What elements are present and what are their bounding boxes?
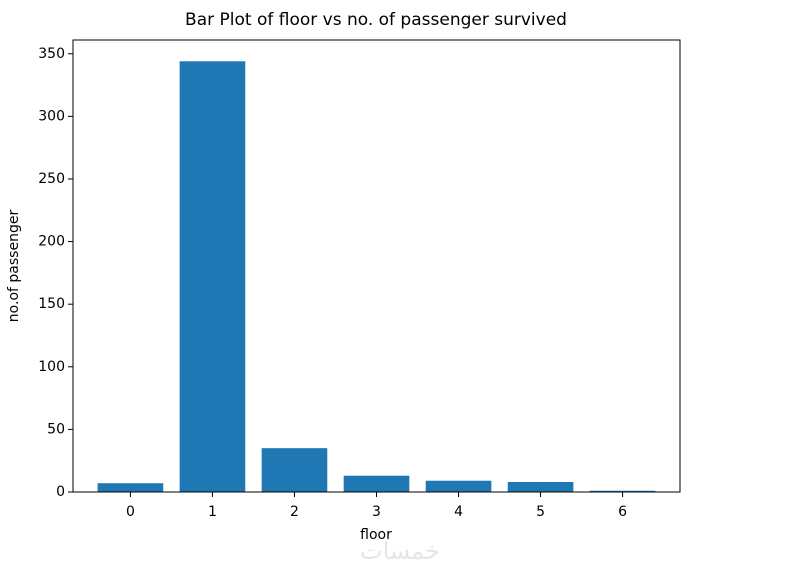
chart-title: Bar Plot of floor vs no. of passenger su… xyxy=(185,10,567,30)
y-tick-label: 0 xyxy=(56,484,65,500)
x-tick-label: 2 xyxy=(290,504,299,520)
bar xyxy=(179,61,246,493)
bar xyxy=(589,490,656,492)
x-tick-label: 4 xyxy=(454,504,463,520)
y-tick-label: 100 xyxy=(38,359,65,375)
x-tick-label: 1 xyxy=(208,504,217,520)
y-tick-label: 50 xyxy=(47,421,65,437)
bar xyxy=(343,475,410,492)
x-tick-label: 5 xyxy=(536,504,545,520)
y-tick-label: 300 xyxy=(38,108,65,124)
x-tick-label: 6 xyxy=(618,504,627,520)
bar xyxy=(507,481,574,492)
x-tick-label: 3 xyxy=(372,504,381,520)
y-tick-label: 150 xyxy=(38,296,65,312)
y-tick-label: 250 xyxy=(38,171,65,187)
bar xyxy=(425,480,492,492)
plot-frame xyxy=(72,39,681,493)
y-axis-label: no.of passenger xyxy=(6,210,22,323)
x-axis-label: floor xyxy=(360,527,392,543)
bar xyxy=(97,483,164,492)
y-tick-label: 200 xyxy=(38,234,65,250)
x-tick-label: 0 xyxy=(126,504,135,520)
y-tick-label: 350 xyxy=(38,46,65,62)
watermark: خمسات xyxy=(360,537,440,565)
bar xyxy=(261,448,328,492)
